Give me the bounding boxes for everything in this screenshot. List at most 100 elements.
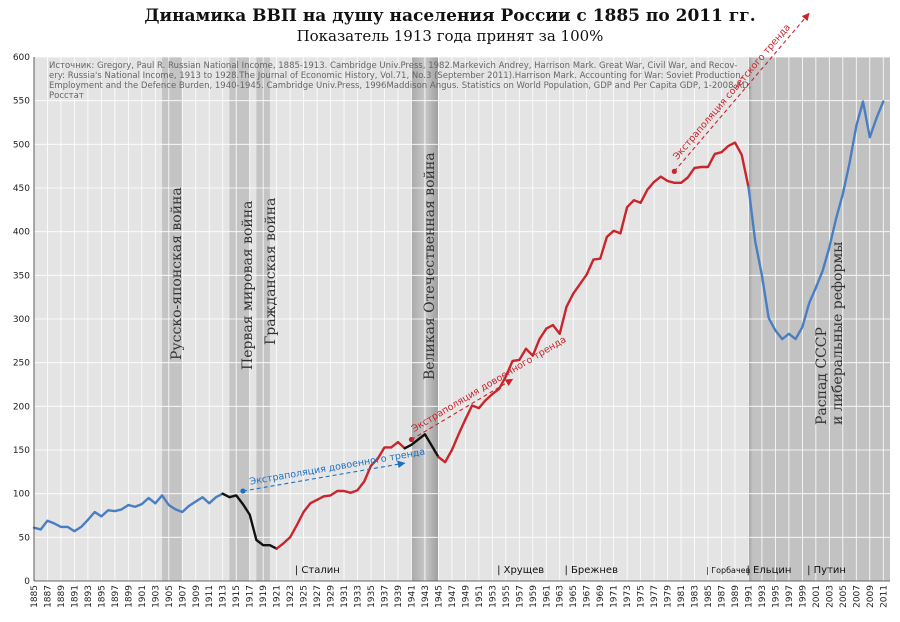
- x-tick-label: 1951: [475, 585, 485, 608]
- x-tick-label: 1933: [354, 585, 364, 608]
- leader-label: | Хрущев: [497, 565, 544, 576]
- x-tick-label: 1979: [664, 585, 674, 608]
- source-line: Росстат: [49, 91, 84, 101]
- x-tick-label: 1997: [785, 585, 795, 608]
- x-tick-label: 1923: [286, 585, 296, 608]
- x-tick-label: 1915: [232, 585, 242, 608]
- y-tick-label: 350: [13, 271, 30, 281]
- x-tick-label: 1905: [165, 585, 175, 608]
- x-tick-label: 1943: [421, 585, 431, 608]
- x-tick-label: 1925: [300, 585, 310, 608]
- x-tick-label: 1953: [488, 585, 498, 608]
- leader-label: | Сталин: [295, 565, 340, 576]
- band-label-reforms: Распад СССР: [814, 327, 830, 425]
- x-tick-label: 1971: [610, 585, 620, 608]
- x-tick-label: 1991: [744, 585, 754, 608]
- x-tick-label: 1995: [771, 585, 781, 608]
- x-tick-label: 1919: [259, 585, 269, 608]
- chart-subtitle: Показатель 1913 года принят за 100%: [296, 27, 604, 45]
- series-line-2: [275, 440, 406, 550]
- source-line: ery: Russia's National Income, 1913 to 1…: [49, 71, 743, 81]
- y-tick-label: 0: [24, 577, 30, 587]
- series-line-0: [32, 492, 224, 533]
- x-tick-label: 1921: [273, 585, 283, 608]
- x-tick-label: 1903: [151, 585, 161, 608]
- x-tick-label: 1961: [542, 585, 552, 608]
- x-tick-label: 1985: [704, 585, 714, 608]
- leader-label: | Путин: [807, 565, 846, 576]
- x-tick-label: 1993: [758, 585, 768, 608]
- y-tick-label: 50: [19, 533, 31, 543]
- band-label: Первая мировая война: [240, 201, 256, 370]
- y-tick-label: 300: [13, 315, 30, 325]
- x-tick-label: 1957: [515, 585, 525, 608]
- x-tick-label: 1981: [677, 585, 687, 608]
- x-tick-label: 1887: [43, 585, 53, 608]
- leader-label: | Горбачев: [706, 566, 751, 575]
- x-tick-label: 1945: [434, 585, 444, 608]
- leader-label: | Ельцин: [746, 565, 791, 576]
- x-tick-label: 1891: [70, 585, 80, 608]
- x-tick-label: 1947: [448, 585, 458, 608]
- trend-arrow: [242, 460, 406, 492]
- y-tick-label: 500: [13, 140, 30, 150]
- y-tick-label: 450: [13, 184, 30, 194]
- x-tick-label: 2007: [852, 585, 862, 608]
- y-tick-label: 600: [13, 53, 30, 63]
- x-tick-label: 1965: [569, 585, 579, 608]
- x-tick-label: 1939: [394, 585, 404, 608]
- series-line-4: [437, 141, 750, 464]
- x-tick-label: 1955: [502, 585, 512, 608]
- y-tick-label: 250: [13, 359, 30, 369]
- x-tick-label: 2005: [839, 585, 849, 608]
- source-line: Источник: Gregory, Paul R. Russian Natio…: [49, 61, 737, 71]
- x-tick-label: 1913: [219, 585, 229, 608]
- x-tick-label: 1929: [327, 585, 337, 608]
- x-tick-label: 1889: [57, 585, 67, 608]
- y-tick-label: 100: [13, 490, 30, 500]
- x-tick-label: 1989: [731, 585, 741, 608]
- x-tick-label: 1931: [340, 585, 350, 608]
- chart-title: Динамика ВВП на душу населения России с …: [144, 6, 756, 26]
- band-label: Великая Отечественная война: [422, 152, 438, 380]
- x-tick-label: 1885: [30, 585, 40, 608]
- x-tick-label: 1899: [124, 585, 134, 608]
- x-tick-label: 1917: [246, 585, 256, 608]
- y-tick-label: 150: [13, 446, 30, 456]
- source-line: Employment and the Defence Burden, 1940-…: [49, 81, 751, 91]
- x-tick-label: 1959: [529, 585, 539, 608]
- x-tick-label: 1941: [407, 585, 417, 608]
- x-tick-label: 1893: [84, 585, 94, 608]
- x-tick-label: 1967: [583, 585, 593, 608]
- trend-arrow: [411, 378, 514, 440]
- x-tick-label: 1949: [461, 585, 471, 608]
- x-tick-label: 1895: [97, 585, 107, 608]
- band-label: Русско-японская война: [169, 187, 185, 360]
- x-tick-label: 1937: [380, 585, 390, 608]
- x-tick-label: 1973: [623, 585, 633, 608]
- x-tick-label: 2001: [812, 585, 822, 608]
- x-tick-label: 1935: [367, 585, 377, 608]
- x-tick-label: 1897: [111, 585, 121, 608]
- x-tick-label: 1927: [313, 585, 323, 608]
- x-tick-label: 1987: [717, 585, 727, 608]
- x-tick-label: 1907: [178, 585, 188, 608]
- x-tick-label: 1909: [192, 585, 202, 608]
- x-tick-label: 1963: [556, 585, 566, 608]
- band-label-reforms: и либеральные реформы: [830, 242, 846, 425]
- x-tick-label: 1977: [650, 585, 660, 608]
- x-tick-label: 2003: [825, 585, 835, 608]
- x-tick-label: 1983: [691, 585, 701, 608]
- x-tick-label: 1911: [205, 585, 215, 608]
- x-tick-label: 1901: [138, 585, 148, 608]
- x-tick-label: 1969: [596, 585, 606, 608]
- y-tick-label: 200: [13, 402, 30, 412]
- x-tick-label: 1975: [637, 585, 647, 608]
- leader-label: | Брежнев: [564, 565, 618, 576]
- x-tick-label: 2011: [879, 585, 889, 608]
- band-label: Гражданская война: [263, 198, 279, 345]
- series-line-5: [747, 100, 885, 341]
- y-tick-label: 400: [13, 228, 30, 238]
- x-tick-label: 2009: [866, 585, 876, 608]
